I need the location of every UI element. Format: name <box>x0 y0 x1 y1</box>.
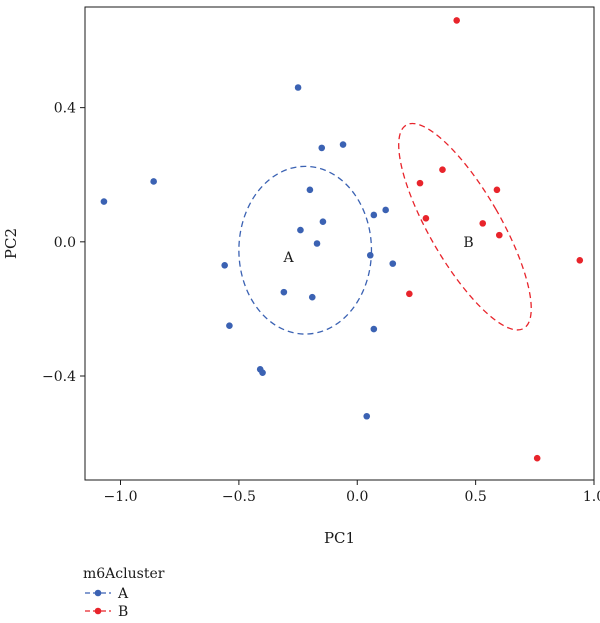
x-axis-ticks: −1.0 −0.5 0.0 0.5 1.0 <box>104 480 600 505</box>
y-axis-ticks: −0.4 0.0 0.4 <box>42 101 85 385</box>
plot-frame <box>84 6 595 481</box>
y-tick-label: −0.4 <box>42 369 76 385</box>
data-point-b <box>479 220 487 227</box>
data-point-a <box>370 211 378 219</box>
data-point-a <box>226 322 233 329</box>
x-tick-label: 1.0 <box>583 489 600 505</box>
cluster-ellipse-a <box>238 165 373 335</box>
data-point-b <box>422 215 430 222</box>
x-tick-label: 0.5 <box>464 489 486 505</box>
data-point-b <box>533 454 541 462</box>
data-point-a <box>318 144 326 152</box>
legend: m6Acluster AB <box>83 566 165 620</box>
data-point-b <box>496 231 503 239</box>
legend-title: m6Acluster <box>83 566 165 582</box>
legend-label-b: B <box>118 604 128 620</box>
data-point-a <box>366 251 374 259</box>
data-point-a <box>308 293 316 301</box>
cluster-ellipse-b <box>398 122 532 331</box>
data-point-a <box>297 226 304 234</box>
data-points <box>100 17 584 462</box>
data-point-a <box>363 412 371 420</box>
x-tick-label: −1.0 <box>104 489 138 505</box>
data-point-a <box>221 262 228 269</box>
cluster-label-b: B <box>463 235 473 251</box>
data-point-a <box>100 198 108 205</box>
data-point-a <box>313 240 321 247</box>
data-point-b <box>493 186 501 194</box>
data-point-a <box>294 84 302 91</box>
data-point-b <box>576 256 584 264</box>
data-point-a <box>319 218 327 225</box>
data-point-b <box>453 17 460 24</box>
y-tick-label: 0.0 <box>54 235 76 251</box>
legend-label-a: A <box>117 586 129 602</box>
data-point-b <box>416 179 424 187</box>
legend-swatch-point-b <box>94 607 102 615</box>
data-point-b <box>406 290 413 298</box>
x-tick-label: −0.5 <box>222 489 256 505</box>
cluster-ellipses <box>238 122 532 335</box>
data-point-a <box>370 325 378 333</box>
legend-swatch-point-a <box>94 589 102 597</box>
cluster-labels: AB <box>283 235 474 266</box>
y-axis-title: PC2 <box>2 228 20 259</box>
y-tick-label: 0.4 <box>54 101 76 117</box>
data-point-a <box>150 178 157 185</box>
data-point-a <box>306 186 314 194</box>
x-tick-label: 0.0 <box>346 489 368 505</box>
cluster-label-a: A <box>283 250 295 266</box>
data-point-a <box>280 288 288 296</box>
data-point-a <box>382 206 389 214</box>
data-point-a <box>389 260 397 267</box>
data-point-a <box>339 141 347 148</box>
x-axis-title: PC1 <box>324 529 355 547</box>
data-point-b <box>439 166 446 173</box>
data-point-a <box>259 369 266 376</box>
